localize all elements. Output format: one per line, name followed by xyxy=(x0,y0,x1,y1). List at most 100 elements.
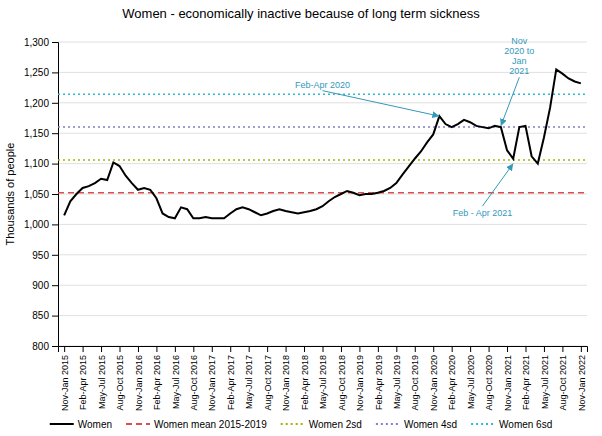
x-tick-mark xyxy=(341,346,342,352)
x-tick-mark xyxy=(562,346,563,352)
y-axis-line xyxy=(52,43,59,347)
annotation-line: Feb - Apr 2021 xyxy=(453,208,513,218)
x-tick-label: May-Jul 2017 xyxy=(244,355,254,409)
x-tick-label: Feb-Apr 2019 xyxy=(374,355,384,410)
x-tick-mark xyxy=(212,346,213,352)
legend-label: Women 4sd xyxy=(404,419,457,430)
x-tick: Nov-Jan 2021 xyxy=(503,346,513,411)
x-tick-label: Nov-Jan 2021 xyxy=(503,355,513,411)
x-tick: Nov-Jan 2015 xyxy=(60,346,70,411)
x-tick: May-Jul 2015 xyxy=(97,346,107,409)
x-tick: Nov-Jan 2016 xyxy=(134,346,144,411)
x-tick-mark xyxy=(415,346,416,352)
annotation-line: Nov xyxy=(511,36,528,46)
grid-line xyxy=(58,163,587,164)
x-tick: Nov-Jan 2019 xyxy=(355,346,365,411)
y-tick-mark xyxy=(52,255,58,256)
grid-line xyxy=(58,133,587,134)
annotations: Feb-Apr 2020Nov2020 toJan2021Feb - Apr 2… xyxy=(295,36,534,218)
y-tick-mark xyxy=(52,42,58,43)
grid-line xyxy=(58,102,587,103)
x-tick-mark xyxy=(193,346,194,352)
annotation-arrow xyxy=(501,77,519,126)
x-tick-label: Feb-Apr 2020 xyxy=(447,355,457,410)
x-tick: Feb-Apr 2019 xyxy=(374,346,384,410)
legend-swatch xyxy=(50,423,74,425)
legend-label: Women 6sd xyxy=(499,419,552,430)
y-tick: 1,050 xyxy=(24,189,58,200)
grid-line xyxy=(58,194,587,195)
legend-swatch xyxy=(126,423,150,425)
y-tick-label: 1,100 xyxy=(24,158,49,169)
y-tick-mark xyxy=(52,285,58,286)
x-axis-line xyxy=(59,347,588,353)
annotation-line: 2021 xyxy=(509,66,529,76)
x-tick-mark xyxy=(433,346,434,352)
y-tick-mark xyxy=(52,194,58,195)
x-tick: Feb-Apr 2018 xyxy=(300,346,310,410)
x-tick-label: Nov-Jan 2018 xyxy=(281,355,291,411)
plot-area xyxy=(58,69,587,218)
x-tick-label: Aug-Oct 2018 xyxy=(337,355,347,411)
x-tick-label: Aug-Oct 2015 xyxy=(115,355,125,411)
x-tick: May-Jul 2020 xyxy=(466,346,476,409)
grid-line xyxy=(58,315,587,316)
x-tick-mark xyxy=(581,346,582,352)
title: Women - economically inactive because of… xyxy=(122,6,480,21)
y-tick-mark xyxy=(52,224,58,225)
y-tick-label: 800 xyxy=(32,341,49,352)
reference-line xyxy=(58,94,587,96)
reference-line xyxy=(58,159,587,161)
x-tick: Nov-Jan 2020 xyxy=(429,346,439,411)
reference-line xyxy=(58,192,587,194)
x-tick: May-Jul 2021 xyxy=(540,346,550,409)
legend-item: Women mean 2015-2019 xyxy=(126,419,267,430)
y-tick-label: 1,150 xyxy=(24,128,49,139)
y-tick-label: 850 xyxy=(32,310,49,321)
legend: WomenWomen mean 2015-2019Women 2sdWomen … xyxy=(50,419,553,430)
x-tick: Nov-Jan 2018 xyxy=(281,346,291,411)
y-tick: 850 xyxy=(32,310,58,321)
x-tick: Aug-Oct 2020 xyxy=(484,346,494,411)
x-tick-label: Feb-Apr 2021 xyxy=(521,355,531,410)
x-tick-label: Nov-Jan 2022 xyxy=(576,355,586,411)
x-tick-label: May-Jul 2016 xyxy=(171,355,181,409)
y-axis-title: Thousands of people xyxy=(4,143,16,246)
x-tick: Aug-Oct 2021 xyxy=(558,346,568,411)
x-tick-label: Aug-Oct 2021 xyxy=(558,355,568,411)
grid-line xyxy=(58,42,587,43)
x-tick: Aug-Oct 2015 xyxy=(115,346,125,411)
y-tick: 950 xyxy=(32,250,58,261)
legend-swatch xyxy=(376,423,400,425)
y-tick-label: 900 xyxy=(32,280,49,291)
x-tick: Feb-Apr 2016 xyxy=(152,346,162,410)
grid xyxy=(58,42,587,346)
annotation-arrow xyxy=(323,91,440,117)
x-tick-label: Nov-Jan 2020 xyxy=(429,355,439,411)
annotation-line: 2020 to xyxy=(504,46,534,56)
y-tick-label: 950 xyxy=(32,250,49,261)
x-tick-mark xyxy=(267,346,268,352)
x-tick-mark xyxy=(544,346,545,352)
x-tick-label: Aug-Oct 2017 xyxy=(263,355,273,411)
x-tick-mark xyxy=(64,346,65,352)
x-axis: Nov-Jan 2015Feb-Apr 2015May-Jul 2015Aug-… xyxy=(59,346,588,411)
annotation-line: Feb-Apr 2020 xyxy=(295,80,350,90)
legend-item: Women 6sd xyxy=(471,419,552,430)
x-tick-mark xyxy=(396,346,397,352)
legend-label: Women 2sd xyxy=(309,419,362,430)
y-tick-label: 1,200 xyxy=(24,98,49,109)
grid-line xyxy=(58,254,587,255)
annotation-arrow xyxy=(482,164,513,207)
x-tick: Aug-Oct 2016 xyxy=(189,346,199,411)
y-tick: 1,200 xyxy=(24,98,58,109)
x-tick-mark xyxy=(120,346,121,352)
x-tick-mark xyxy=(175,346,176,352)
x-tick-mark xyxy=(304,346,305,352)
x-tick-mark xyxy=(323,346,324,352)
x-tick-label: May-Jul 2019 xyxy=(392,355,402,409)
x-tick: Aug-Oct 2018 xyxy=(337,346,347,411)
x-tick: Aug-Oct 2019 xyxy=(410,346,420,411)
x-tick-mark xyxy=(156,346,157,352)
y-tick: 800 xyxy=(32,341,58,352)
